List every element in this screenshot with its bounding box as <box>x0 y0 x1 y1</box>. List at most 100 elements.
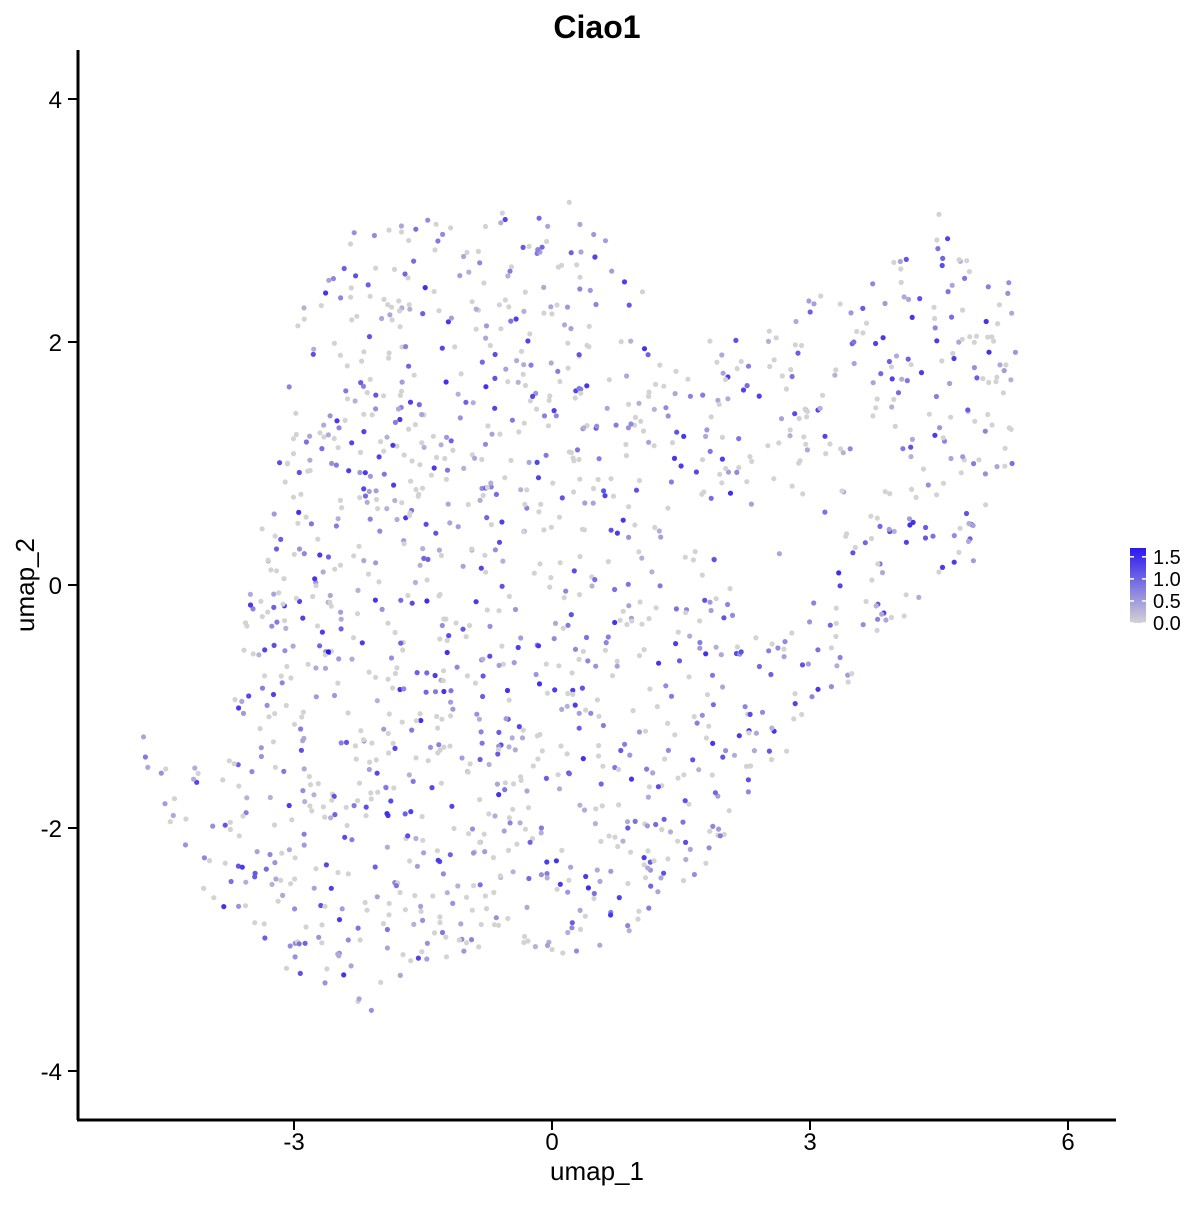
cell-point <box>569 925 575 931</box>
cell-point <box>265 609 271 615</box>
cell-point <box>438 780 444 786</box>
cell-point <box>891 528 897 535</box>
cell-point <box>939 358 945 364</box>
cell-point <box>783 386 790 392</box>
cell-point <box>348 285 354 291</box>
cell-point <box>766 748 773 754</box>
cell-point <box>337 352 343 358</box>
cell-point <box>293 431 299 438</box>
cell-point <box>769 641 775 647</box>
cell-point <box>291 721 298 727</box>
cell-point <box>496 729 502 736</box>
cell-point <box>413 486 419 493</box>
cell-point <box>552 620 559 627</box>
cell-point <box>985 334 991 340</box>
cell-point <box>678 463 684 469</box>
cell-point <box>586 323 592 329</box>
cell-point <box>839 488 845 494</box>
cell-point <box>594 697 601 703</box>
cell-point <box>851 339 857 345</box>
cell-point <box>697 639 703 646</box>
cell-point <box>646 389 652 395</box>
cell-point <box>444 649 450 656</box>
cell-point <box>413 718 419 724</box>
cell-point <box>608 868 614 874</box>
cell-point <box>706 723 712 729</box>
cell-point <box>626 928 632 934</box>
cell-point <box>420 546 426 552</box>
cell-point <box>596 456 602 462</box>
colorbar-tick-label: 1.0 <box>1153 569 1181 591</box>
cell-point <box>435 725 441 731</box>
cell-point <box>369 412 375 418</box>
cell-point <box>601 488 607 494</box>
cell-point <box>525 938 531 944</box>
cell-point <box>576 456 582 463</box>
cell-point <box>539 748 545 754</box>
cell-point <box>443 934 449 940</box>
cell-point <box>327 413 333 419</box>
cell-point <box>376 579 382 585</box>
cell-point <box>582 913 588 919</box>
cell-point <box>456 937 462 943</box>
y-tick-label: 4 <box>49 87 62 114</box>
cell-point <box>918 370 925 376</box>
cell-point <box>628 338 634 344</box>
cell-point <box>537 561 543 567</box>
cell-point <box>909 436 916 442</box>
cell-point <box>244 795 250 801</box>
cell-point <box>380 921 387 927</box>
cell-point <box>854 328 860 335</box>
cell-point <box>703 433 709 439</box>
cell-point <box>417 711 423 717</box>
cell-point <box>308 521 314 527</box>
cell-point <box>372 864 378 870</box>
cell-point <box>361 558 367 564</box>
cell-point <box>956 257 962 263</box>
cell-point <box>525 338 531 344</box>
cell-point <box>352 398 358 404</box>
cell-point <box>483 323 490 329</box>
cell-point <box>477 756 483 763</box>
cell-point <box>522 826 529 832</box>
cell-point <box>422 285 428 291</box>
cell-point <box>326 277 332 283</box>
cell-point <box>359 640 365 646</box>
cell-point <box>749 458 755 464</box>
cell-point <box>510 869 516 875</box>
cell-point <box>390 442 396 448</box>
cell-point <box>609 673 616 679</box>
cell-point <box>407 399 414 405</box>
cell-point <box>593 663 599 669</box>
cell-point <box>985 411 991 418</box>
cell-point <box>428 472 434 478</box>
cell-point <box>296 546 303 552</box>
cell-point <box>543 775 550 782</box>
cell-point <box>621 279 628 285</box>
cell-point <box>531 570 537 576</box>
cell-point <box>544 238 550 245</box>
cell-point <box>947 380 953 387</box>
cell-point <box>384 844 390 850</box>
cell-point <box>423 521 429 527</box>
cell-point <box>419 813 425 820</box>
cell-point <box>940 435 946 441</box>
cell-point <box>499 643 505 649</box>
cell-point <box>505 915 511 922</box>
cell-point <box>243 879 249 885</box>
cell-point <box>690 757 696 763</box>
cell-point <box>521 362 527 368</box>
cell-point <box>170 812 176 819</box>
cell-point <box>905 356 911 362</box>
cell-point <box>720 370 726 376</box>
cell-point <box>528 362 534 368</box>
cell-point <box>286 384 292 390</box>
cell-point <box>487 623 493 630</box>
cell-point <box>548 360 554 366</box>
cell-point <box>729 612 736 619</box>
cell-point <box>438 552 444 559</box>
cell-point <box>736 436 742 442</box>
cell-point <box>569 670 575 676</box>
cell-point <box>378 439 384 445</box>
cell-point <box>672 391 678 397</box>
